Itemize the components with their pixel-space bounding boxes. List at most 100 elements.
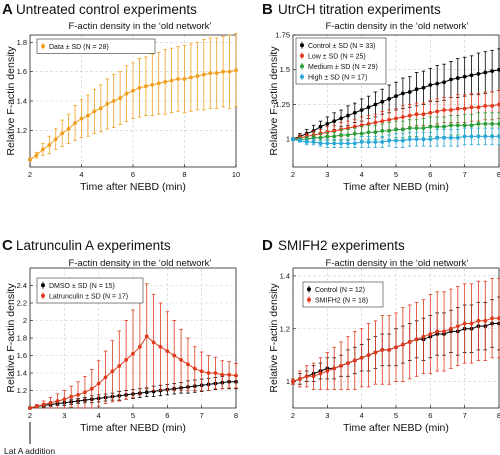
- data-point: [435, 329, 440, 334]
- data-point: [318, 124, 323, 129]
- data-point: [131, 351, 135, 356]
- data-point: [380, 99, 385, 104]
- data-point: [462, 74, 467, 79]
- data-point: [414, 112, 419, 117]
- legend-entry: Medium ± SD (N = 29): [308, 64, 378, 71]
- x-axis-label: Time after NEBD (min): [343, 181, 449, 193]
- data-point: [387, 117, 392, 122]
- data-point: [53, 137, 58, 142]
- data-point: [483, 103, 488, 108]
- data-point: [359, 140, 364, 144]
- x-tick-label: 7: [463, 411, 467, 420]
- data-point: [60, 131, 65, 136]
- legend-box: [36, 38, 156, 54]
- data-point: [137, 85, 142, 90]
- data-point: [346, 133, 350, 137]
- panel-heading: SMIFH2 experiments: [278, 238, 405, 253]
- data-point: [366, 353, 371, 358]
- data-point: [394, 94, 398, 99]
- chart-title: F-actin density in the ‘old network’: [68, 21, 211, 32]
- data-point: [346, 113, 350, 118]
- data-point: [208, 71, 213, 76]
- data-point: [476, 105, 481, 110]
- data-point: [449, 77, 453, 82]
- data-point: [311, 140, 316, 144]
- data-point: [476, 72, 481, 76]
- data-point: [400, 91, 405, 96]
- panel-letter: C: [2, 237, 13, 254]
- y-tick-label: 1.5: [280, 65, 290, 74]
- data-point: [346, 141, 350, 146]
- data-point: [62, 397, 67, 402]
- data-point: [483, 70, 488, 75]
- panel-letter: B: [262, 1, 273, 18]
- x-tick-label: 4: [79, 170, 83, 179]
- legend-entry: High ± SD (N = 17): [308, 74, 367, 81]
- data-point: [34, 404, 39, 409]
- x-tick-label: 6: [131, 170, 135, 179]
- data-point: [304, 374, 309, 379]
- legend-marker: [41, 293, 45, 298]
- chart-title: F-actin density in the ‘old network’: [325, 21, 468, 32]
- x-tick-label: 10: [232, 170, 240, 179]
- data-point: [79, 116, 84, 121]
- data-point: [325, 141, 330, 146]
- data-point: [206, 371, 211, 375]
- y-tick-label: 1.25: [275, 100, 290, 109]
- x-axis-label: Time after NEBD (min): [80, 422, 186, 434]
- data-point: [407, 126, 412, 130]
- data-point: [469, 123, 474, 128]
- data-point: [124, 91, 129, 96]
- data-point: [352, 110, 357, 115]
- legend: Data ± SD (N = 28): [36, 38, 156, 54]
- data-point: [462, 321, 467, 326]
- data-point: [339, 133, 343, 137]
- data-point: [414, 337, 419, 342]
- data-point: [387, 97, 392, 101]
- y-tick-label: 1.2: [280, 324, 290, 333]
- legend-box: [302, 281, 384, 308]
- y-tick-label: 1.2: [17, 126, 27, 135]
- data-point: [469, 105, 474, 110]
- x-tick-label: 3: [325, 411, 329, 420]
- x-tick-label: 5: [394, 170, 398, 179]
- series-4: [291, 127, 500, 148]
- panel-a: A Untreated control experiments F-actin de…: [2, 1, 240, 193]
- x-tick-label: 8: [234, 411, 238, 420]
- y-tick-label: 2: [23, 316, 27, 325]
- legend-entry: Control ± SD (N = 33): [308, 43, 375, 50]
- data-point: [483, 318, 488, 323]
- data-point: [186, 362, 190, 367]
- data-point: [92, 109, 97, 114]
- legend-marker: [300, 64, 304, 69]
- data-point: [476, 318, 481, 323]
- x-tick-label: 4: [97, 411, 101, 420]
- chart-title: F-actin density in the ‘old network’: [325, 258, 468, 269]
- data-point: [227, 372, 232, 377]
- data-point: [325, 134, 330, 139]
- data-point: [28, 157, 32, 162]
- data-point: [414, 87, 419, 92]
- data-point: [387, 128, 392, 133]
- data-point: [380, 128, 385, 133]
- data-point: [400, 138, 405, 143]
- data-point: [497, 102, 500, 107]
- y-tick-label: 1.4: [17, 97, 27, 106]
- data-point: [435, 135, 440, 140]
- data-point: [48, 400, 53, 405]
- data-point: [359, 108, 364, 112]
- data-point: [34, 153, 39, 158]
- y-tick-label: 1.8: [17, 38, 27, 47]
- series-2: [291, 278, 500, 390]
- x-tick-label: 5: [131, 411, 135, 420]
- x-tick-label: 2: [291, 411, 295, 420]
- data-point: [400, 342, 405, 347]
- data-point: [407, 90, 412, 94]
- data-point: [490, 103, 495, 108]
- data-point: [373, 120, 378, 125]
- x-tick-label: 6: [428, 411, 432, 420]
- data-point: [428, 110, 433, 115]
- data-point: [359, 131, 364, 136]
- data-point: [332, 119, 337, 124]
- legend-marker: [300, 43, 304, 48]
